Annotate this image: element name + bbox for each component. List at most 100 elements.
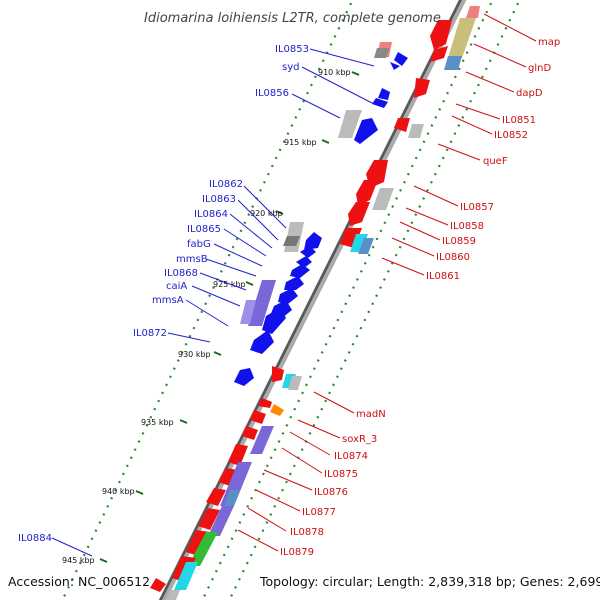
cds-arrow[interactable]: [272, 366, 284, 382]
right-gene-labels: map glnD dapD IL0851 IL0852 queF IL0857 …: [280, 37, 560, 558]
cds-arrow[interactable]: [430, 20, 452, 50]
gene-label[interactable]: IL0860: [436, 252, 470, 263]
gene-label[interactable]: IL0851: [502, 115, 536, 126]
feature-block[interactable]: [250, 426, 274, 454]
gene-label[interactable]: madN: [356, 409, 386, 420]
gene-label[interactable]: IL0864: [194, 209, 228, 220]
gene-label[interactable]: mmsB: [176, 254, 208, 265]
tick-label: 945 kbp: [62, 556, 95, 565]
gene-label[interactable]: mmsA: [152, 295, 184, 306]
feature-block[interactable]: [372, 188, 394, 210]
feature-block[interactable]: [466, 6, 480, 18]
gene-label[interactable]: IL0853: [275, 44, 309, 55]
gene-label[interactable]: IL0874: [334, 451, 368, 462]
gene-label[interactable]: queF: [483, 156, 508, 167]
cds-arrow[interactable]: [262, 308, 286, 334]
feature-block[interactable]: [448, 18, 476, 58]
feature-block[interactable]: [288, 376, 302, 390]
cds-arrow[interactable]: [430, 46, 448, 62]
gene-label[interactable]: dapD: [516, 88, 543, 99]
gene-label[interactable]: IL0868: [164, 268, 198, 279]
feature-block[interactable]: [270, 404, 284, 416]
left-leader-lines: [51, 48, 375, 557]
feature-block[interactable]: [174, 562, 198, 590]
feature-block[interactable]: [444, 56, 462, 70]
map-title: Idiomarina loihiensis L2TR, complete gen…: [144, 11, 441, 26]
gene-label[interactable]: IL0877: [302, 507, 336, 518]
cds-arrow[interactable]: [206, 488, 226, 506]
feature-block[interactable]: [408, 124, 424, 138]
cds-arrow[interactable]: [390, 62, 400, 70]
feature-block[interactable]: [283, 236, 300, 246]
cds-arrow[interactable]: [414, 78, 430, 98]
left-gene-labels: IL0853 syd IL0856 IL0862 IL0863 IL0864 I…: [18, 44, 309, 544]
gene-label[interactable]: caiA: [166, 281, 187, 292]
tick-label: 925 kbp: [213, 280, 246, 289]
cds-arrow[interactable]: [300, 246, 316, 258]
feature-block[interactable]: [358, 238, 374, 254]
gene-label[interactable]: IL0858: [450, 221, 484, 232]
cds-arrow[interactable]: [394, 52, 408, 66]
cds-arrow[interactable]: [198, 508, 220, 530]
cds-arrow[interactable]: [372, 98, 388, 108]
feature-block[interactable]: [220, 462, 252, 506]
gene-label[interactable]: IL0863: [202, 194, 236, 205]
cds-arrow[interactable]: [356, 180, 378, 206]
feature-block[interactable]: [188, 532, 218, 566]
gene-label[interactable]: IL0875: [324, 469, 358, 480]
feature-block[interactable]: [374, 48, 389, 58]
gene-label[interactable]: IL0852: [494, 130, 528, 141]
tick-label: 935 kbp: [141, 418, 174, 427]
cds-arrow[interactable]: [242, 426, 258, 440]
gene-label[interactable]: soxR_3: [342, 434, 377, 445]
cds-arrow[interactable]: [354, 118, 378, 144]
cds-arrow[interactable]: [340, 228, 362, 248]
cds-arrow[interactable]: [234, 368, 254, 386]
tick-labels: 910 kbp 915 kbp 920 kbp 925 kbp 930 kbp …: [62, 68, 351, 565]
cds-arrow[interactable]: [228, 444, 248, 466]
gene-label[interactable]: map: [538, 37, 560, 48]
gene-label[interactable]: IL0862: [209, 179, 243, 190]
cds-arrow[interactable]: [278, 288, 298, 304]
gene-label[interactable]: IL0884: [18, 533, 52, 544]
tick-label: 910 kbp: [318, 68, 351, 77]
gene-label[interactable]: IL0876: [314, 487, 348, 498]
cds-arrow[interactable]: [378, 88, 390, 100]
genome-summary-text: Topology: circular; Length: 2,839,318 bp…: [259, 574, 600, 589]
cds-arrow[interactable]: [348, 202, 370, 226]
feature-block[interactable]: [338, 110, 362, 138]
cds-arrow[interactable]: [258, 398, 272, 408]
feature-block[interactable]: [208, 506, 234, 536]
gene-label[interactable]: IL0861: [426, 271, 460, 282]
cds-arrow[interactable]: [250, 410, 266, 424]
cds-arrow[interactable]: [296, 256, 312, 268]
cds-arrow[interactable]: [394, 118, 410, 132]
tick-label: 930 kbp: [178, 350, 211, 359]
feature-block[interactable]: [240, 300, 256, 324]
feature-block[interactable]: [224, 490, 240, 506]
gene-label[interactable]: fabG: [187, 239, 211, 250]
gene-label[interactable]: IL0856: [255, 88, 289, 99]
cds-arrow[interactable]: [150, 578, 166, 592]
gene-label[interactable]: IL0879: [280, 547, 314, 558]
gene-label[interactable]: glnD: [528, 63, 551, 74]
forward-strand-features: [150, 6, 480, 600]
accession-text: Accession: NC_006512: [8, 574, 150, 589]
gene-label[interactable]: IL0857: [460, 202, 494, 213]
tick-label: 920 kbp: [250, 209, 283, 218]
cds-arrow[interactable]: [290, 264, 310, 278]
feature-block[interactable]: [166, 590, 180, 600]
gene-label[interactable]: IL0878: [290, 527, 324, 538]
cds-arrow[interactable]: [304, 232, 322, 250]
gene-label[interactable]: IL0872: [133, 328, 167, 339]
gene-label[interactable]: IL0865: [187, 224, 221, 235]
cds-arrow[interactable]: [250, 330, 274, 354]
gene-label[interactable]: syd: [282, 62, 299, 73]
cds-arrow[interactable]: [284, 276, 304, 290]
feature-block[interactable]: [248, 280, 276, 326]
tick-marks: [99, 71, 360, 563]
gene-label[interactable]: IL0859: [442, 236, 476, 247]
cds-arrow[interactable]: [218, 468, 238, 486]
